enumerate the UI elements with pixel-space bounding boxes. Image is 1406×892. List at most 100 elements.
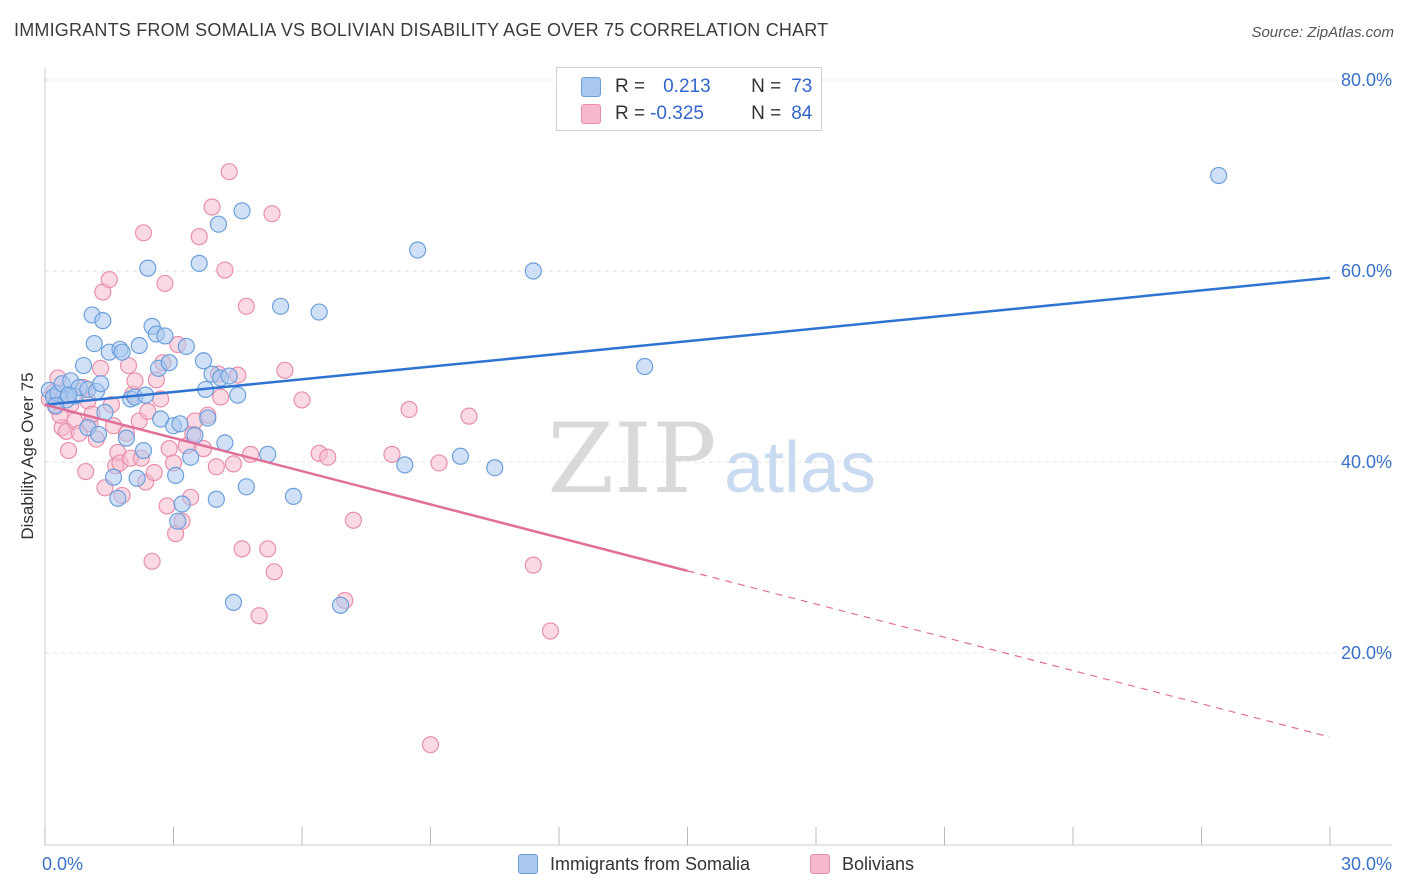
point-somalia: [117, 429, 135, 447]
trend-lines: [44, 276, 1331, 738]
point-somalia: [409, 241, 427, 259]
point-bolivians: [259, 540, 277, 558]
tick-labels: 20.0% 40.0% 60.0% 80.0% 0.0% 30.0%: [42, 70, 1392, 874]
point-somalia: [74, 356, 93, 375]
point-somalia: [85, 334, 103, 353]
point-bolivians: [220, 163, 238, 181]
point-somalia: [156, 327, 174, 345]
point-somalia: [94, 312, 112, 330]
point-bolivians: [160, 440, 178, 458]
point-bolivians: [541, 622, 560, 640]
point-somalia: [220, 367, 238, 385]
point-bolivians: [203, 198, 221, 216]
bottom-legend-label-somalia: Immigrants from Somalia: [550, 853, 751, 874]
legend-row-bolivians: R = -0.325 N = 84: [581, 102, 812, 126]
point-somalia: [89, 425, 108, 443]
point-somalia: [207, 490, 225, 508]
legend-r-value: -0.325: [650, 103, 704, 124]
point-somalia: [160, 354, 178, 372]
point-somalia: [169, 512, 187, 530]
point-bolivians: [233, 540, 251, 558]
source-credit: Source: ZipAtlas.com: [1251, 24, 1394, 41]
point-bolivians: [319, 448, 337, 466]
legend-r-label: R =: [615, 103, 646, 124]
point-somalia: [486, 459, 504, 477]
point-somalia: [233, 202, 251, 220]
legend-n-label: N =: [751, 103, 782, 124]
point-somalia: [284, 487, 303, 505]
point-somalia: [199, 409, 217, 427]
point-bolivians: [430, 454, 448, 472]
watermark: ZIP atlas: [547, 403, 876, 515]
point-bolivians: [143, 552, 161, 570]
point-bolivians: [100, 270, 118, 289]
point-somalia: [134, 441, 153, 460]
point-bolivians: [460, 407, 478, 425]
point-somalia: [104, 468, 123, 486]
x-tick-label: 30.0%: [1341, 854, 1392, 874]
point-somalia: [451, 447, 470, 465]
legend-r-label: R =: [615, 76, 646, 97]
trend-line-bolivians: [44, 403, 688, 573]
point-bolivians: [59, 441, 78, 460]
legend-swatch-somalia: [581, 77, 601, 97]
point-bolivians: [524, 556, 542, 574]
point-bolivians: [400, 400, 418, 419]
x-tick-label: 0.0%: [42, 854, 83, 874]
legend-row-somalia: R = 0.213 N = 73: [581, 75, 812, 99]
point-somalia: [173, 495, 191, 513]
point-bolivians: [126, 372, 144, 390]
stats-legend: R = 0.213 N = 73 R = -0.325 N = 84: [556, 67, 822, 131]
point-bolivians: [293, 391, 311, 409]
point-somalia: [209, 215, 228, 233]
point-somalia: [194, 352, 213, 370]
grid-lines: [45, 79, 1392, 654]
trend-line-dashed-bolivians: [687, 570, 1331, 738]
point-bolivians: [344, 511, 362, 529]
point-bolivians: [134, 224, 153, 242]
point-somalia: [130, 336, 148, 355]
point-bolivians: [224, 455, 243, 473]
point-somalia: [271, 297, 290, 315]
point-somalia: [310, 303, 328, 321]
y-axis-label: Disability Age Over 75: [18, 372, 37, 540]
y-tick-label: 80.0%: [1341, 70, 1392, 90]
point-somalia: [167, 466, 185, 484]
legend-n-value: 84: [791, 103, 813, 124]
watermark-atlas: atlas: [724, 428, 876, 508]
point-somalia: [171, 415, 189, 433]
point-somalia: [109, 489, 127, 507]
point-somalia: [524, 262, 542, 280]
point-bolivians: [250, 607, 268, 625]
point-bolivians: [145, 463, 163, 482]
point-somalia: [224, 593, 243, 611]
legend-r-value: 0.213: [663, 76, 711, 97]
point-somalia: [636, 357, 654, 376]
point-bolivians: [276, 361, 294, 379]
point-bolivians: [237, 297, 255, 315]
chart-title: IMMIGRANTS FROM SOMALIA VS BOLIVIAN DISA…: [14, 20, 829, 40]
bottom-legend-swatch-somalia: [518, 854, 538, 874]
bottom-legend-label-bolivians: Bolivians: [842, 853, 915, 874]
point-bolivians: [92, 359, 110, 378]
point-somalia: [177, 337, 195, 356]
y-tick-label: 40.0%: [1341, 452, 1392, 472]
point-bolivians: [216, 261, 234, 279]
watermark-zip: ZIP: [547, 403, 716, 515]
point-somalia: [92, 375, 110, 393]
trend-line-somalia: [44, 276, 1331, 406]
point-somalia: [396, 456, 414, 474]
legend-n-value: 73: [791, 76, 813, 97]
point-bolivians: [263, 205, 281, 223]
bottom-legend-swatch-bolivians: [810, 854, 830, 874]
point-somalia: [139, 259, 157, 277]
point-somalia: [113, 343, 131, 361]
point-bolivians: [265, 563, 283, 581]
axes: [44, 68, 1392, 846]
point-bolivians: [77, 462, 95, 481]
point-somalia: [237, 478, 255, 496]
point-somalia: [1210, 166, 1228, 185]
point-bolivians: [156, 274, 174, 293]
